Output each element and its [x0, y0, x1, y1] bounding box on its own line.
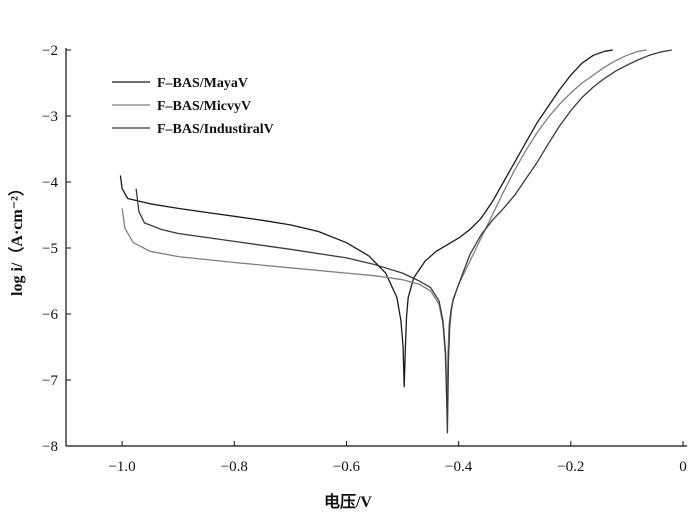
- series-line-3: [135, 49, 672, 434]
- y-tick-label: −6: [42, 307, 58, 323]
- legend-label: F–BAS/MayaV: [157, 76, 248, 91]
- legend-label: F–BAS/IndustiralV: [157, 122, 274, 137]
- x-tick-label: −1.0: [108, 459, 135, 475]
- tick-marks: [66, 49, 684, 447]
- y-tick-label: −2: [42, 43, 58, 59]
- y-axis-label: log i/（A·cm⁻²）: [8, 180, 26, 296]
- tick-labels: −1.0 −0.8 −0.6 −0.4 −0.2 0 −8 −7 −6 −5 −4 −3 −2: [42, 43, 687, 475]
- series-lines: [119, 49, 672, 434]
- series-line-1: [119, 49, 613, 388]
- x-tick-label: −0.6: [333, 459, 361, 475]
- x-tick-label: −0.4: [445, 459, 473, 475]
- x-tick-label: 0: [679, 459, 687, 475]
- x-tick-label: −0.2: [557, 459, 584, 475]
- x-axis-label: 电压/V: [324, 492, 372, 511]
- legend: F–BAS/MayaV F–BAS/MicvyV F–BAS/IndustiralV: [112, 76, 274, 137]
- y-tick-label: −3: [42, 109, 58, 125]
- x-tick-label: −0.8: [221, 459, 248, 475]
- y-tick-label: −4: [42, 175, 58, 191]
- y-tick-label: −5: [42, 241, 58, 257]
- legend-label: F–BAS/MicvyV: [157, 99, 251, 114]
- y-tick-label: −7: [42, 373, 58, 389]
- y-tick-label: −8: [42, 439, 58, 455]
